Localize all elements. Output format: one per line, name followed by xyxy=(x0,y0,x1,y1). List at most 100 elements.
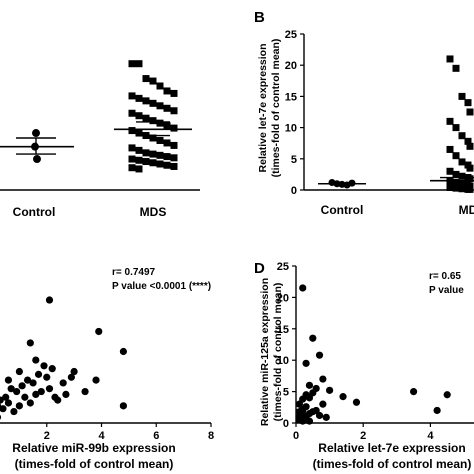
panel-a-mds-point xyxy=(135,112,143,120)
panel-b-label: B xyxy=(254,9,265,26)
panel-c-xlabel-line1: Relative miR-99b expression xyxy=(12,441,175,455)
panel-a-mds-point xyxy=(128,144,136,152)
panel-a-mds-point xyxy=(142,158,150,166)
panel-b-y-tick-label: 0 xyxy=(291,185,297,197)
panel-a-mds-point xyxy=(163,139,171,147)
panel-a-mds-point xyxy=(149,134,157,142)
panel-d-x-tick-label: 0 xyxy=(293,430,299,442)
panel-d-x-tick-label: 4 xyxy=(427,430,434,442)
panel-b-y-tick-label: 15 xyxy=(285,91,297,103)
panel-b-mds-point xyxy=(458,132,466,140)
panel-b-mds-point xyxy=(446,117,454,125)
panel-b-mds-point xyxy=(446,167,454,175)
panel-d: 05101520250246 xyxy=(277,261,474,442)
panel-a-mds-point xyxy=(142,149,150,157)
panel-c-point xyxy=(4,376,13,384)
panel-b-control-label: Control xyxy=(321,203,364,217)
panel-c-point xyxy=(18,382,26,390)
panel-d-point xyxy=(326,386,334,394)
panel-a-mds-point xyxy=(163,87,171,95)
panel-d-point xyxy=(322,413,330,421)
panel-a-control-label: Control xyxy=(13,205,56,219)
panel-b-mds-point xyxy=(466,175,474,183)
panel-d-point xyxy=(339,393,347,401)
panel-a-mds-point xyxy=(135,165,143,173)
panel-a-mds-point xyxy=(163,161,171,169)
panel-d-point xyxy=(302,359,310,367)
panel-a-mds-point xyxy=(156,119,164,127)
panel-c-point xyxy=(15,367,23,376)
panel-c-point xyxy=(92,376,100,384)
panel-c-point xyxy=(54,396,62,404)
panel-a xyxy=(0,60,200,191)
panel-c-point xyxy=(32,356,40,364)
panel-a-mds-point xyxy=(156,136,164,144)
panel-d-point xyxy=(319,375,327,383)
panel-d-point xyxy=(299,284,307,292)
panel-c-point xyxy=(0,396,4,404)
panel-b-mds-point xyxy=(446,145,454,153)
panel-a-mds-point xyxy=(170,89,178,97)
panel-c-xlabel-line2: (times-fold of control mean) xyxy=(15,457,174,471)
panel-a-mds-point xyxy=(149,150,157,158)
panel-d-point xyxy=(312,384,320,393)
panel-c-point xyxy=(10,407,18,416)
panel-a-mds-point xyxy=(170,141,178,149)
panel-c-point xyxy=(59,379,67,387)
panel-c-point xyxy=(23,376,32,384)
panel-d-y-tick-label: 15 xyxy=(277,324,289,336)
panel-c-point xyxy=(32,390,40,398)
panel-c-point xyxy=(0,414,2,420)
panel-c-point xyxy=(95,327,103,336)
panel-a-mds-point xyxy=(128,164,136,172)
panel-c-point xyxy=(2,393,10,401)
panel-b-mds-point xyxy=(452,170,460,178)
panel-d-y-tick-label: 25 xyxy=(277,261,289,273)
panel-c-x-tick-label: 4 xyxy=(98,430,105,442)
panel-c-point xyxy=(40,362,48,370)
panel-a-mds-point xyxy=(142,75,150,83)
panel-b-mds-point xyxy=(458,185,466,193)
panel-d-point xyxy=(299,406,307,415)
panel-c-point xyxy=(48,365,56,373)
panel-c-x-tick-label: 8 xyxy=(208,430,214,442)
panel-a-control-point xyxy=(33,155,41,164)
panel-c: 2 4 6 8 xyxy=(0,296,214,442)
panel-a-mds-point xyxy=(142,97,150,105)
panel-b-mds-point xyxy=(452,64,460,72)
panel-b-mds-point xyxy=(464,99,472,107)
panel-b-y-tick-label: 20 xyxy=(285,60,297,72)
panel-d-annotation-r: r= 0.65 xyxy=(429,271,461,282)
panel-c-point xyxy=(26,339,34,347)
panel-b-y-tick-label: 10 xyxy=(285,123,297,135)
panel-c-x-tick-label: 6 xyxy=(153,430,159,442)
panel-d-point xyxy=(309,334,317,342)
panel-d-point xyxy=(315,351,324,359)
panel-c-point xyxy=(15,402,23,410)
panel-d-point xyxy=(305,417,314,425)
panel-b-y-tick-label: 5 xyxy=(291,154,297,166)
panel-c-point xyxy=(45,296,54,304)
panel-c-point xyxy=(70,367,78,376)
panel-a-mds-point xyxy=(156,82,164,90)
panel-a-mds-point xyxy=(149,159,157,167)
panel-d-point xyxy=(305,409,314,418)
panel-c-point xyxy=(62,390,70,398)
panel-d-ylabel-line2: (times-fold of control mean) xyxy=(272,283,284,422)
panel-b-mds-point xyxy=(464,137,472,145)
panel-d-point xyxy=(315,411,324,420)
panel-c-point xyxy=(34,370,43,378)
panel-d-x-tick-label: 2 xyxy=(360,430,366,442)
panel-b-mds-label: MD xyxy=(459,203,474,217)
panel-d-y-tick-label: 10 xyxy=(277,355,289,367)
panel-c-point xyxy=(4,399,13,407)
panel-c-point xyxy=(0,405,7,413)
panel-c-point xyxy=(81,387,89,396)
panel-c-point xyxy=(119,402,127,410)
panel-a-mds-point xyxy=(128,109,136,117)
panel-a-mds-point xyxy=(135,129,143,137)
panel-a-mds-point xyxy=(128,155,136,163)
panel-b-mds-point xyxy=(458,92,466,100)
panel-a-mds-point xyxy=(142,114,150,122)
